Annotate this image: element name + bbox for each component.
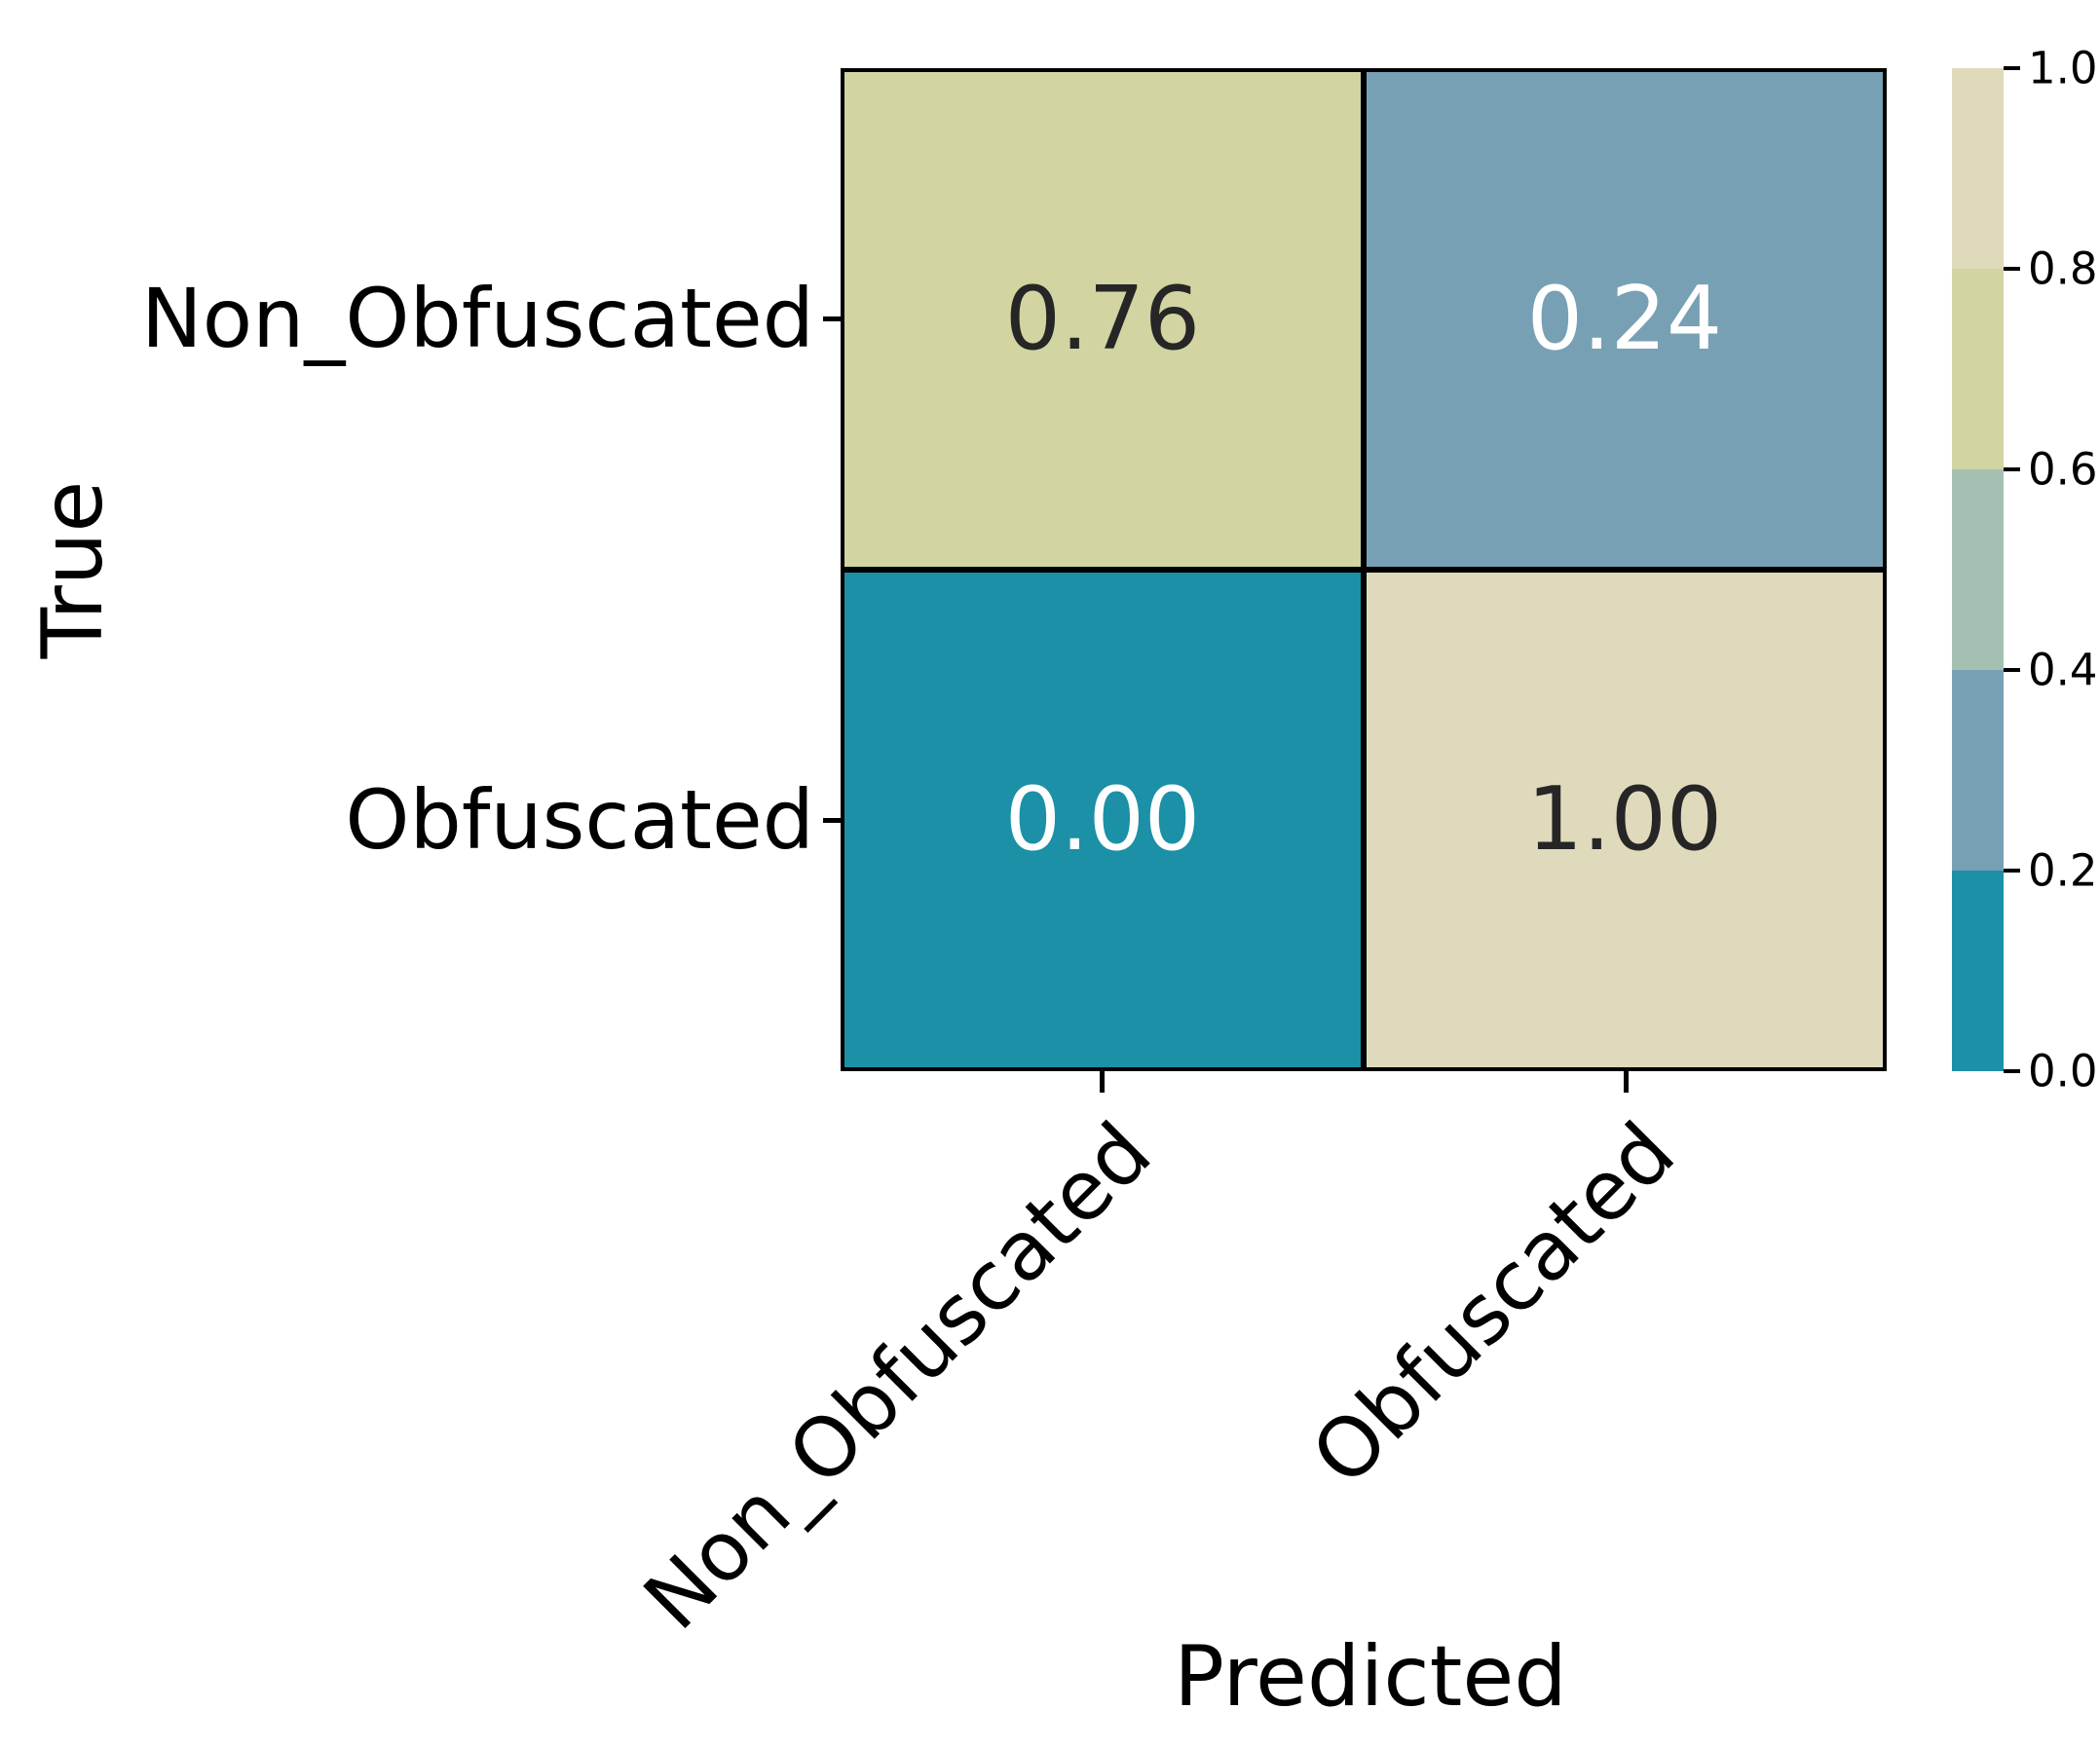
matrix-cell-true-obf-pred-obf: 1.00	[1367, 573, 1883, 1067]
matrix-cell-true-nonobf-pred-obf: 0.24	[1367, 72, 1883, 567]
x-tick-label-non-obfuscated: Non_Obfuscated	[625, 1104, 1170, 1648]
cell-value: 0.00	[1004, 768, 1201, 871]
colorbar-tick-mark	[2004, 869, 2020, 873]
matrix-cell-true-obf-pred-nonobf: 0.00	[844, 573, 1361, 1067]
colorbar-tick-mark	[2004, 66, 2020, 70]
matrix-cell-true-nonobf-pred-nonobf: 0.76	[844, 72, 1361, 567]
colorbar-tick-label: 1.0	[2028, 42, 2098, 94]
colorbar-tick-mark	[2004, 1069, 2020, 1073]
colorbar-segment	[1952, 269, 2004, 469]
y-tick-mark	[823, 818, 841, 823]
cell-value: 0.24	[1526, 268, 1723, 370]
colorbar	[1952, 68, 2004, 1071]
colorbar-segment	[1952, 469, 2004, 670]
colorbar-segment	[1952, 670, 2004, 871]
heatmap-matrix: 0.76 0.24 0.00 1.00	[841, 68, 1887, 1071]
x-tick-mark	[1624, 1071, 1629, 1093]
y-tick-label-obfuscated: Obfuscated	[345, 772, 814, 868]
colorbar-tick-label: 0.2	[2028, 844, 2098, 897]
colorbar-tick-mark	[2004, 668, 2020, 672]
colorbar-tick-label: 0.4	[2028, 644, 2098, 696]
colorbar-tick-label: 0.0	[2028, 1045, 2098, 1097]
colorbar-tick-label: 0.6	[2028, 443, 2098, 496]
x-tick-mark	[1100, 1071, 1105, 1093]
colorbar-tick-mark	[2004, 267, 2020, 271]
colorbar-segment	[1952, 871, 2004, 1071]
y-axis-label: True	[24, 480, 122, 659]
colorbar-segment	[1952, 68, 2004, 269]
y-tick-mark	[823, 316, 841, 321]
colorbar-tick-label: 0.8	[2028, 242, 2098, 295]
colorbar-tick-mark	[2004, 467, 2020, 471]
cell-value: 1.00	[1526, 768, 1723, 871]
cell-value: 0.76	[1004, 268, 1201, 370]
x-tick-label-obfuscated: Obfuscated	[1294, 1104, 1694, 1504]
x-axis-label: Predicted	[1174, 1628, 1567, 1726]
y-tick-label-non-obfuscated: Non_Obfuscated	[140, 271, 814, 366]
